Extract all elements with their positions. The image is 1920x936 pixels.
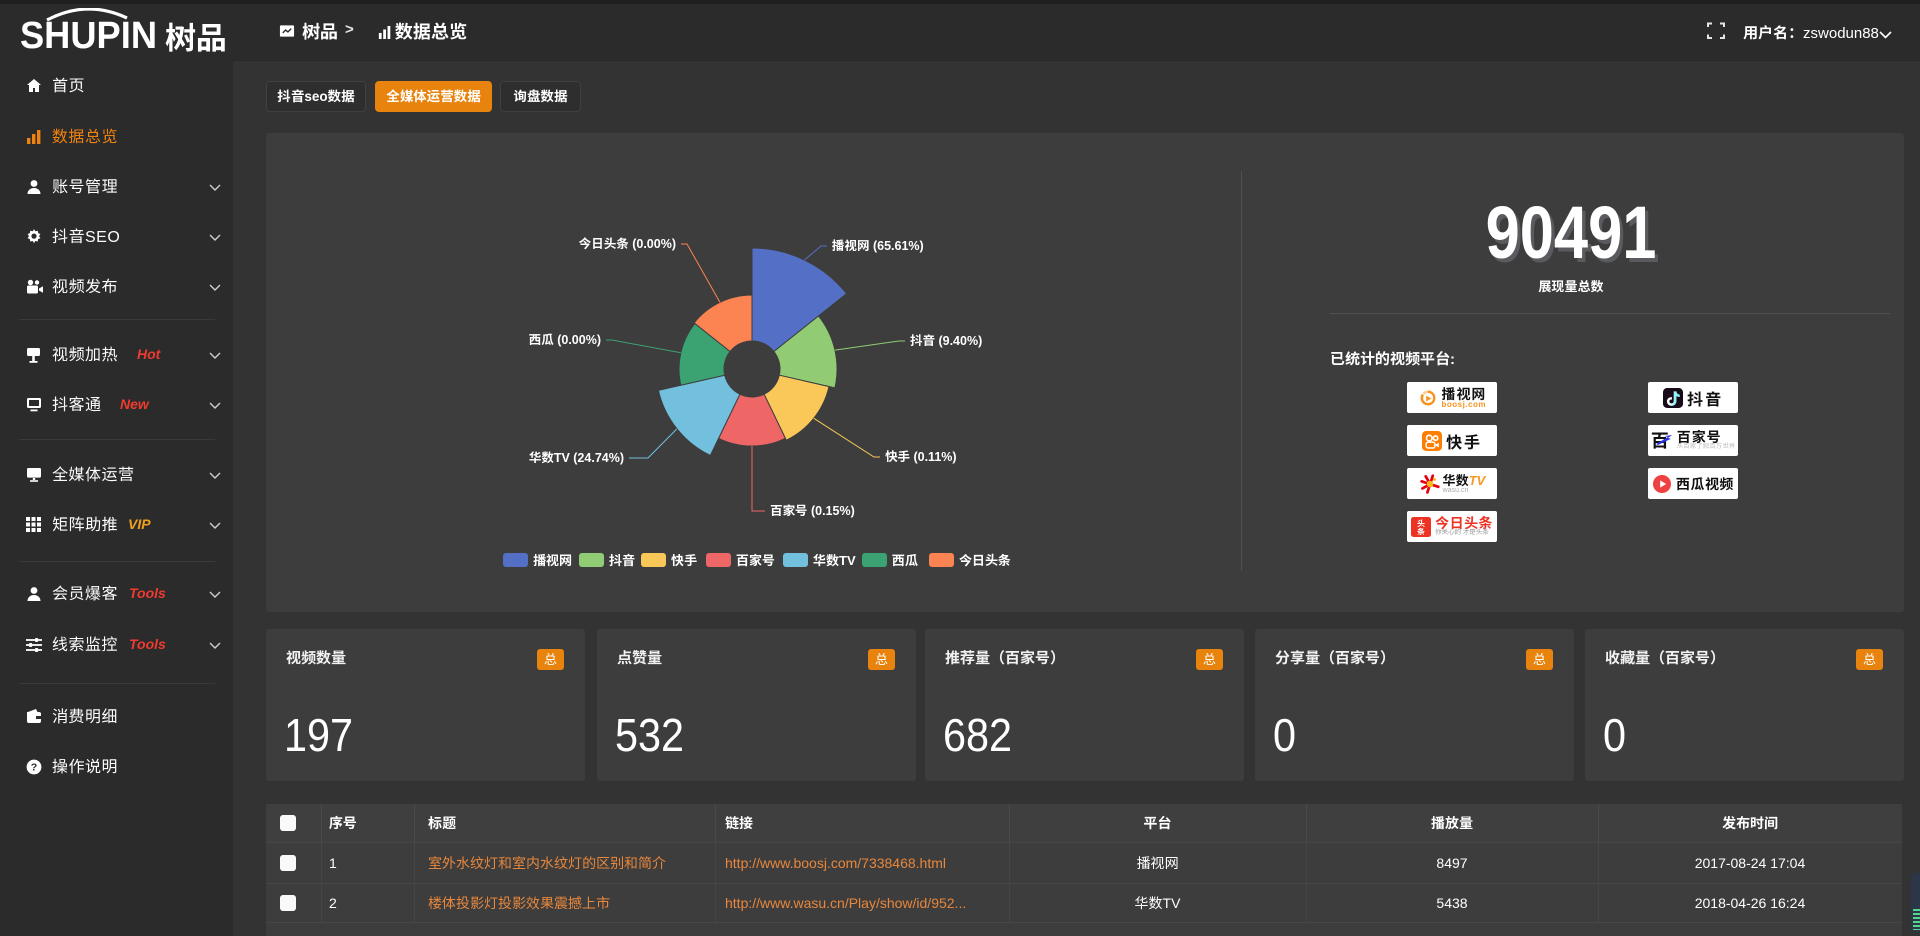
- svg-text:百家号: 百家号: [736, 553, 775, 568]
- svg-text:百家号 (0.15%): 百家号 (0.15%): [770, 504, 855, 518]
- svg-text:?: ?: [31, 762, 37, 774]
- svg-text:西瓜: 西瓜: [892, 553, 918, 568]
- svg-text:抖音: 抖音: [609, 553, 635, 568]
- svg-text:SHUPIN: SHUPIN: [20, 15, 157, 52]
- svg-text:播视网: 播视网: [533, 553, 572, 568]
- svg-text:快手 (0.11%): 快手 (0.11%): [885, 450, 957, 464]
- svg-text:播视网 (65.61%): 播视网 (65.61%): [832, 239, 924, 253]
- svg-text:今日头条 (0.00%): 今日头条 (0.00%): [579, 237, 676, 251]
- svg-text:条: 条: [1416, 526, 1425, 537]
- svg-text:树品: 树品: [165, 21, 227, 52]
- svg-text:华数TV: 华数TV: [812, 553, 856, 568]
- svg-text:快手: 快手: [671, 553, 697, 568]
- svg-text:华数TV (24.74%): 华数TV (24.74%): [529, 450, 624, 465]
- svg-text:抖音 (9.40%): 抖音 (9.40%): [910, 334, 982, 348]
- svg-text:西瓜 (0.00%): 西瓜 (0.00%): [529, 333, 601, 347]
- svg-text:今日头条: 今日头条: [959, 553, 1011, 568]
- svg-text:头: 头: [1417, 518, 1426, 529]
